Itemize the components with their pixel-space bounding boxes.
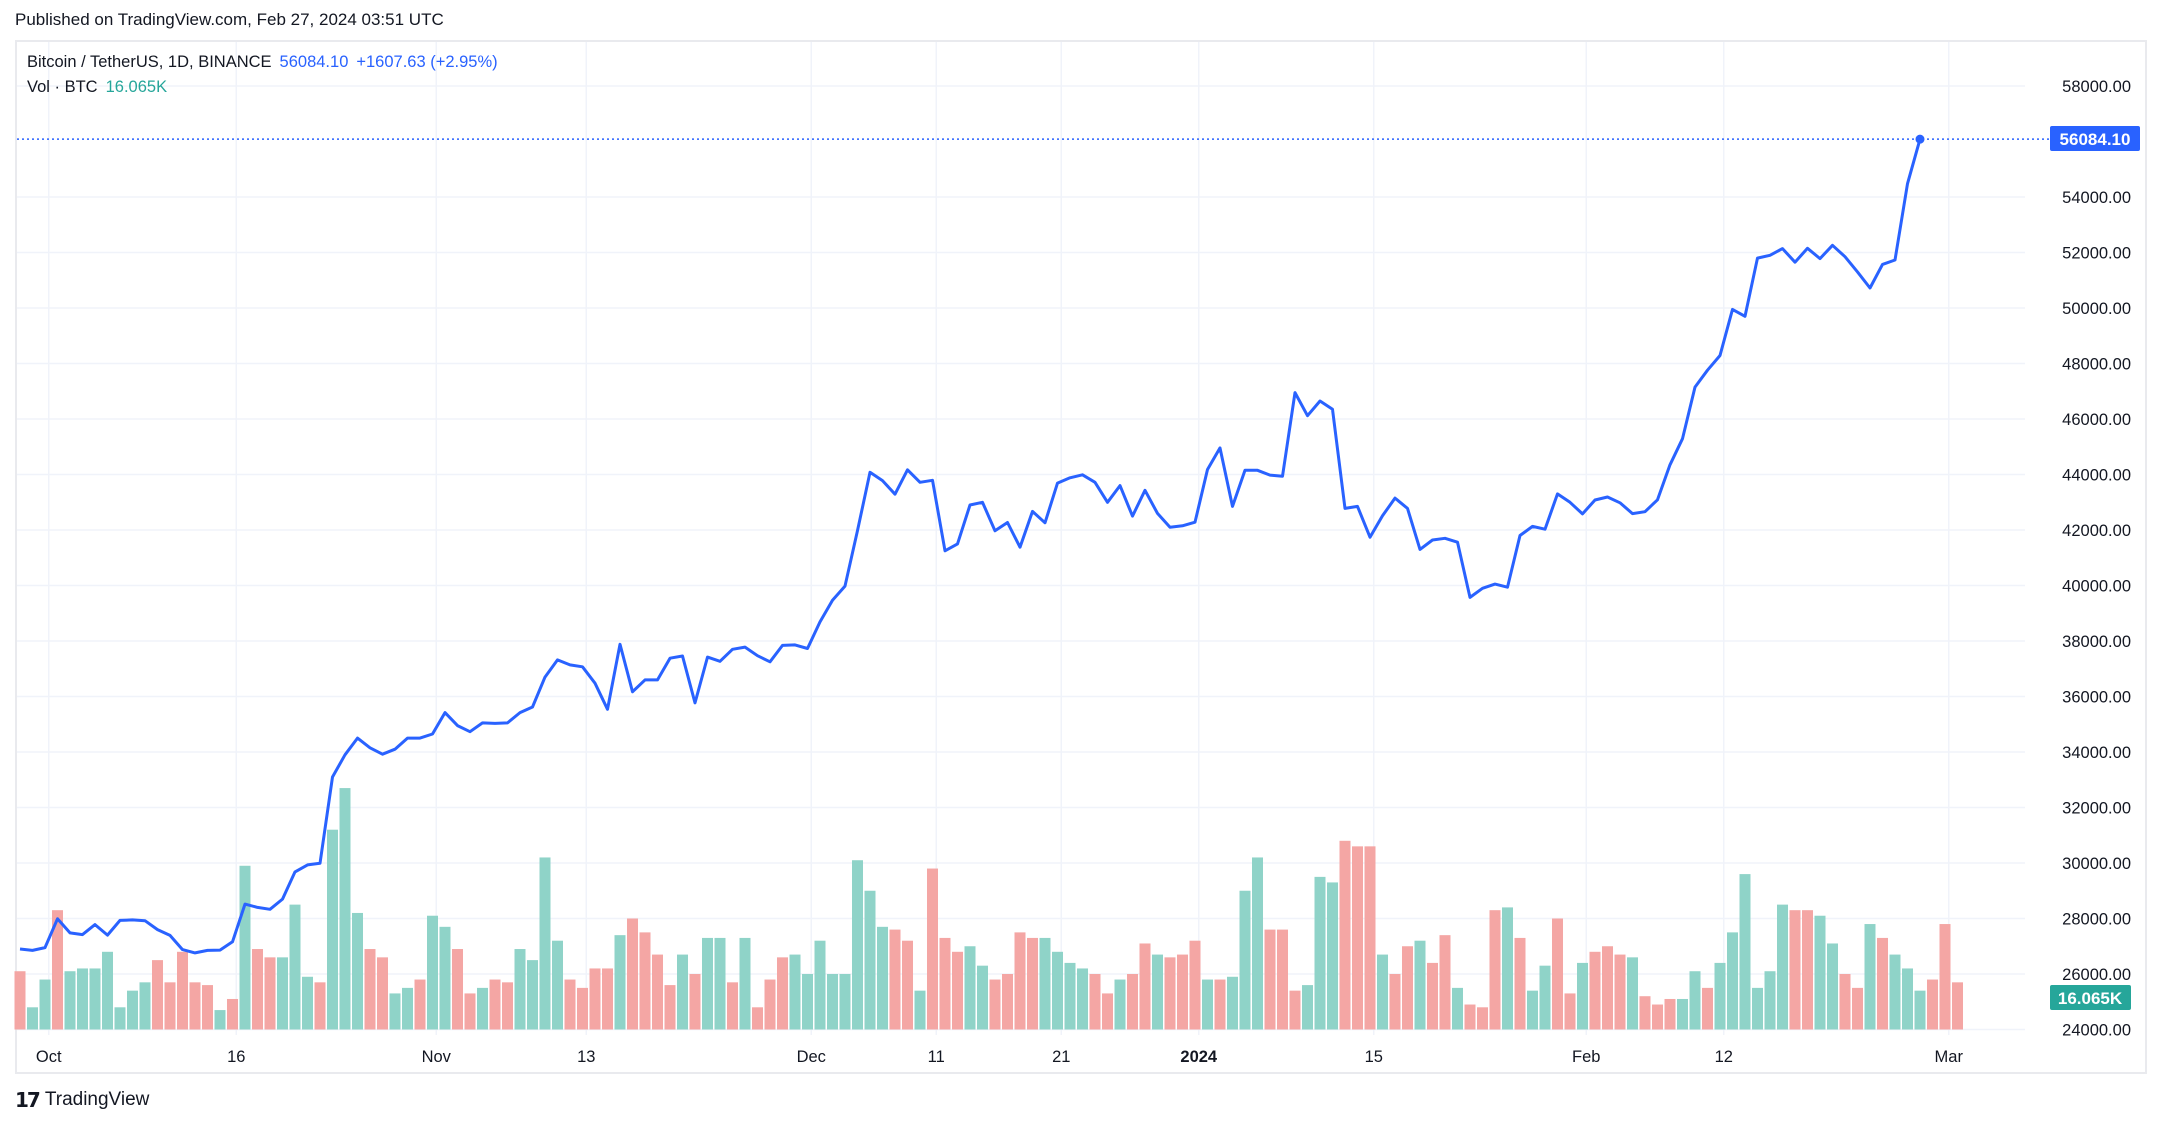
published-caption: Published on TradingView.com, Feb 27, 20…: [15, 10, 444, 29]
time-tick-label: Feb: [1572, 1048, 1600, 1066]
time-axis[interactable]: Oct 16 Nov 13 Dec 11 21 2024 15 Feb 12 Mar: [36, 1048, 1964, 1066]
time-tick-label: 12: [1715, 1048, 1733, 1066]
tradingview-brand: TradingView: [44, 1089, 150, 1110]
last-price: 56084.10: [279, 53, 349, 71]
price-tick-label: 36000.00: [2062, 689, 2131, 707]
price-tick-label: 54000.00: [2062, 189, 2131, 207]
price-axis[interactable]: 58000.00 54000.00 52000.00 50000.00 48000.00…: [2062, 78, 2131, 1040]
time-tick-label: Oct: [36, 1048, 62, 1066]
svg-text:56084.10: 56084.10: [2060, 130, 2131, 149]
price-line: [19, 138, 1922, 955]
price-tick-label: 24000.00: [2062, 1022, 2131, 1040]
volume-label[interactable]: Vol · BTC: [27, 78, 98, 96]
grid-lines: [17, 42, 2025, 1035]
price-tick-label: 32000.00: [2062, 800, 2131, 818]
volume-value: 16.065K: [105, 78, 168, 96]
time-tick-label: Nov: [422, 1048, 452, 1066]
volume-bars: [14, 788, 1963, 1030]
price-tick-label: 46000.00: [2062, 411, 2131, 429]
price-tick-label: 38000.00: [2062, 633, 2131, 651]
price-tick-label: 44000.00: [2062, 467, 2131, 485]
time-tick-label: 11: [928, 1048, 945, 1066]
price-tick-label: 30000.00: [2062, 855, 2131, 873]
price-tick-label: 26000.00: [2062, 966, 2131, 984]
chart-legend: Bitcoin / TetherUS, 1D, BINANCE 56084.10 +…: [27, 50, 498, 100]
tradingview-logo-icon: 17: [15, 1088, 41, 1112]
time-tick-label: 16: [227, 1048, 245, 1066]
tradingview-footer[interactable]: 17 TradingView: [15, 1088, 149, 1112]
symbol-legend-row: Bitcoin / TetherUS, 1D, BINANCE 56084.10 +…: [27, 50, 498, 75]
time-tick-label: 15: [1365, 1048, 1383, 1066]
last-price-dot: [1915, 134, 1925, 144]
time-tick-label: Dec: [797, 1048, 826, 1066]
svg-text:16.065K: 16.065K: [2058, 989, 2123, 1008]
price-tick-label: 50000.00: [2062, 300, 2131, 318]
price-tick-label: 58000.00: [2062, 78, 2131, 96]
time-tick-label: 13: [577, 1048, 595, 1066]
time-tick-label: Mar: [1935, 1048, 1964, 1066]
last-price-badge: 56084.10: [2050, 126, 2140, 151]
chart-frame[interactable]: [15, 40, 2147, 1074]
price-tick-label: 42000.00: [2062, 522, 2131, 540]
volume-legend-row: Vol · BTC 16.065K: [27, 75, 498, 100]
price-tick-label: 40000.00: [2062, 578, 2131, 596]
price-change: +1607.63 (+2.95%): [356, 53, 498, 71]
price-tick-label: 48000.00: [2062, 356, 2131, 374]
price-tick-label: 52000.00: [2062, 245, 2131, 263]
volume-badge: 16.065K: [2050, 985, 2131, 1010]
price-tick-label: 34000.00: [2062, 744, 2131, 762]
symbol-title[interactable]: Bitcoin / TetherUS, 1D, BINANCE: [27, 53, 272, 71]
time-tick-label: 2024: [1180, 1048, 1218, 1066]
time-tick-label: 21: [1052, 1048, 1070, 1066]
price-tick-label: 28000.00: [2062, 911, 2131, 929]
